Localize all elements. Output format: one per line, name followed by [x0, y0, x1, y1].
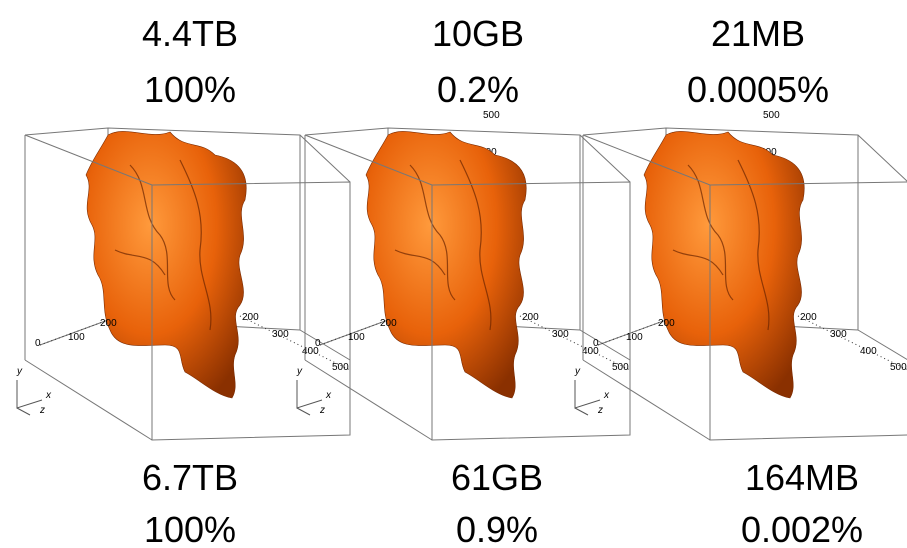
axis-label: 500 — [483, 110, 500, 121]
bottom-size: 61GB — [451, 457, 543, 498]
axis-label: z — [39, 405, 45, 416]
isosurface — [86, 131, 246, 398]
axis-label: 300 — [552, 329, 569, 340]
axis-label: 200 — [658, 318, 675, 329]
isosurface — [366, 131, 526, 398]
axis-label: y — [16, 366, 23, 377]
axis-label: 0 — [315, 338, 321, 349]
axis-label: 200 — [800, 312, 817, 323]
axis-triad — [297, 380, 322, 415]
isosurface — [644, 131, 804, 398]
bottom-percent: 0.9% — [456, 509, 538, 548]
top-size: 21MB — [711, 13, 805, 54]
bottom-percent: 0.002% — [741, 509, 863, 548]
top-percent: 100% — [144, 69, 236, 110]
axis-label: 200 — [100, 318, 117, 329]
top-size: 10GB — [432, 13, 524, 54]
axis-label: 100 — [68, 332, 85, 343]
axis-label: 0 — [593, 338, 599, 349]
axis-label: 200 — [380, 318, 397, 329]
axis-label: 400 — [860, 346, 877, 357]
top-percent: 0.2% — [437, 69, 519, 110]
bottom-size: 164MB — [745, 457, 859, 498]
axis-label: x — [603, 390, 610, 401]
axis-triad — [17, 380, 42, 415]
axis-label: z — [597, 405, 603, 416]
axis-label: 100 — [348, 332, 365, 343]
axis-label: 0 — [35, 338, 41, 349]
axis-label: 300 — [830, 329, 847, 340]
axis-label: z — [319, 405, 325, 416]
axis-label: 500 — [763, 110, 780, 121]
axis-label: 200 — [242, 312, 259, 323]
axis-label: x — [325, 390, 332, 401]
axis-label: 500 — [612, 362, 629, 373]
figure: 5004002001000200300400500yxz4.4TB100%6.7… — [0, 0, 907, 548]
axis-label: y — [296, 366, 303, 377]
axis-label: 200 — [522, 312, 539, 323]
axis-label: 500 — [332, 362, 349, 373]
axis-label: 100 — [626, 332, 643, 343]
axis-label: 500 — [890, 362, 907, 373]
top-percent: 0.0005% — [687, 69, 829, 110]
axis-label: y — [574, 366, 581, 377]
axis-triad — [575, 380, 600, 415]
bottom-size: 6.7TB — [142, 457, 238, 498]
top-size: 4.4TB — [142, 13, 238, 54]
panel: 5004002001000200300400500yxz — [574, 110, 907, 440]
axis-label: 300 — [272, 329, 289, 340]
bottom-percent: 100% — [144, 509, 236, 548]
axis-label: x — [45, 390, 52, 401]
